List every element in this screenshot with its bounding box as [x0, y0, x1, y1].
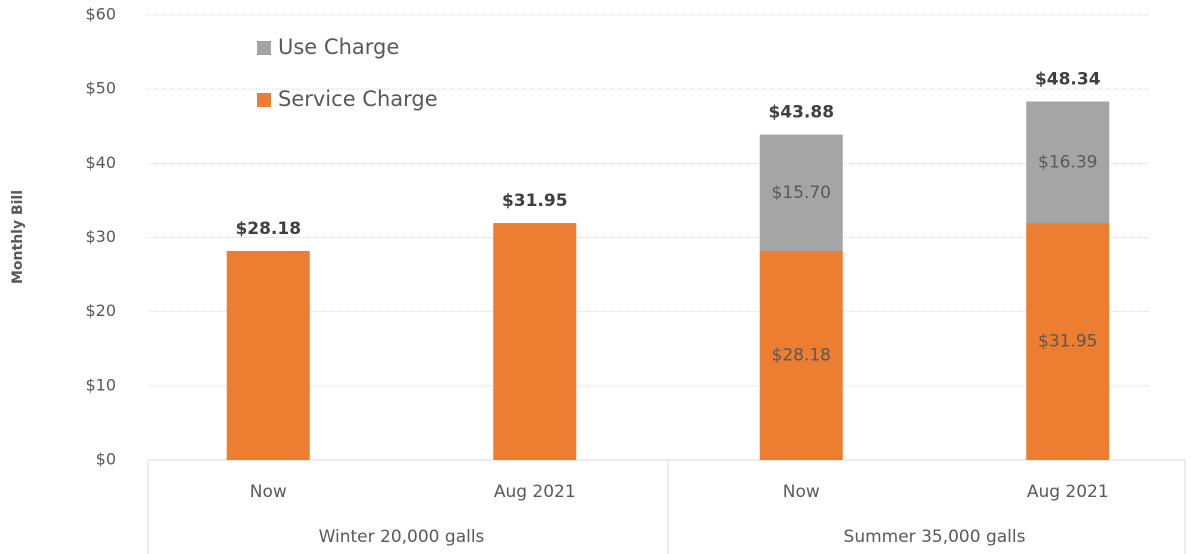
legend-label: Service Charge [278, 87, 438, 111]
value-label: $28.18 [772, 345, 831, 365]
y-tick-label: $20 [85, 301, 116, 320]
y-tick-label: $40 [85, 153, 116, 172]
total-label: $43.88 [768, 103, 834, 123]
total-label: $48.34 [1035, 69, 1101, 89]
bar-segment [493, 223, 577, 460]
value-label: $31.95 [1038, 332, 1097, 352]
value-label: $15.70 [772, 183, 831, 203]
y-tick-label: $50 [85, 79, 116, 98]
x-tick-label: Now [783, 482, 820, 502]
x-tick-label: Aug 2021 [1027, 482, 1109, 502]
y-tick-label: $10 [85, 375, 116, 394]
total-label: $28.18 [235, 219, 301, 239]
bar-segment [1026, 101, 1110, 224]
bar-segment [759, 250, 843, 460]
bar-segment [1026, 223, 1110, 460]
group-label: Summer 35,000 galls [844, 527, 1026, 547]
legend-swatch [257, 93, 271, 107]
x-tick-label: Now [250, 482, 287, 502]
y-tick-label: $30 [85, 227, 116, 246]
y-tick-label: $60 [85, 5, 116, 24]
x-tick-label: Aug 2021 [494, 482, 576, 502]
value-label: $16.39 [1038, 152, 1097, 172]
total-label: $31.95 [502, 191, 568, 211]
group-label: Winter 20,000 galls [319, 527, 485, 547]
legend-label: Use Charge [278, 35, 399, 59]
legend-swatch [257, 41, 271, 55]
bar-segment [759, 134, 843, 251]
y-tick-label: $0 [96, 450, 116, 469]
bar-segment [226, 250, 310, 460]
y-axis-label: Monthly Bill [10, 190, 26, 284]
